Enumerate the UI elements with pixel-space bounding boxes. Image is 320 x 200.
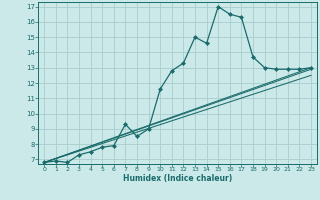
X-axis label: Humidex (Indice chaleur): Humidex (Indice chaleur): [123, 174, 232, 183]
